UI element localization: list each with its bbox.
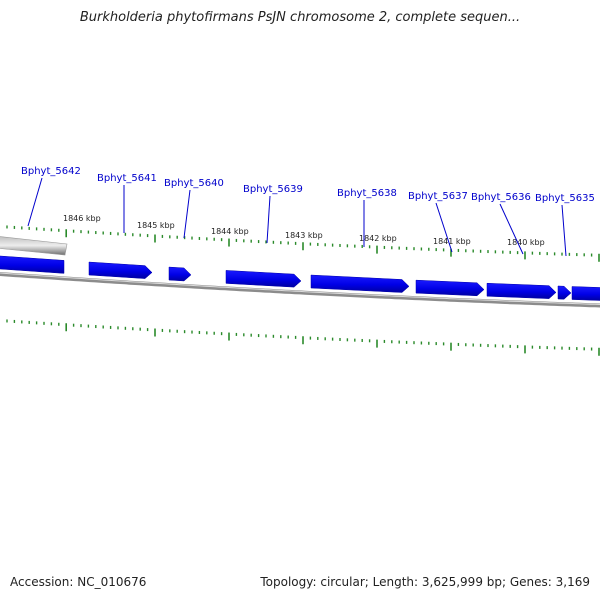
- gene-track: [0, 255, 600, 301]
- gene-leader-line: [27, 177, 43, 227]
- kbp-label: 1843 kbp: [285, 231, 323, 240]
- gene-label[interactable]: Bphyt_5639: [243, 184, 303, 195]
- kbp-label: 1842 kbp: [359, 234, 397, 243]
- gene-leader-line: [561, 204, 567, 257]
- gene-arrow[interactable]: [571, 286, 600, 301]
- position-labels: 1846 kbp 1845 kbp 1844 kbp 1843 kbp 1842 kbp…: [63, 214, 545, 247]
- kbp-label: 1841 kbp: [433, 237, 471, 246]
- gene-arrow[interactable]: [88, 261, 153, 279]
- kbp-label: 1845 kbp: [137, 221, 175, 230]
- backbone-segment: [0, 236, 68, 256]
- gene-label[interactable]: Bphyt_5638: [337, 188, 397, 199]
- kbp-label: 1844 kbp: [211, 227, 249, 236]
- gene-arrow[interactable]: [486, 282, 557, 299]
- gene-label[interactable]: Bphyt_5635: [535, 193, 595, 204]
- gene-label[interactable]: Bphyt_5636: [471, 192, 531, 203]
- kbp-label: 1846 kbp: [63, 214, 101, 223]
- backbone-line: [0, 271, 600, 308]
- gene-arrow[interactable]: [557, 285, 572, 300]
- backbone-highlight: [0, 272, 600, 306]
- gene-leader-line: [499, 203, 524, 255]
- gene-leader-line: [435, 202, 453, 253]
- gene-leader-line: [183, 189, 191, 239]
- gene-arrow[interactable]: [310, 274, 410, 293]
- gene-labels: Bphyt_5642 Bphyt_5641 Bphyt_5640 Bphyt_5639…: [21, 166, 595, 257]
- chromosome-backbone: [0, 236, 600, 308]
- summary-text: Topology: circular; Length: 3,625,999 bp…: [260, 575, 590, 589]
- gene-arrow[interactable]: [415, 279, 485, 297]
- gene-label[interactable]: Bphyt_5642: [21, 166, 81, 177]
- kbp-label: 1840 kbp: [507, 238, 545, 247]
- gene-label[interactable]: Bphyt_5640: [164, 178, 224, 189]
- accession-text: Accession: NC_010676: [10, 575, 147, 589]
- gene-leader-line: [266, 195, 271, 244]
- outer-tick-track: [6, 225, 600, 262]
- gene-label[interactable]: Bphyt_5637: [408, 191, 468, 202]
- gene-arrow[interactable]: [168, 266, 192, 282]
- gene-arrow[interactable]: [225, 270, 302, 288]
- inner-tick-track: [6, 319, 600, 356]
- map-title: Burkholderia phytofirmans PsJN chromosom…: [79, 10, 521, 25]
- gene-arrow[interactable]: [0, 255, 65, 274]
- gene-label[interactable]: Bphyt_5641: [97, 173, 157, 184]
